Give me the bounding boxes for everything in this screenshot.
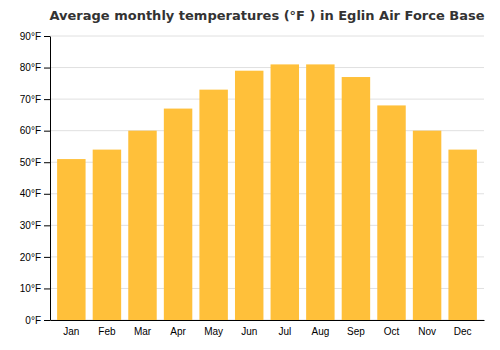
plot-area	[57, 64, 477, 320]
y-tick-mark	[44, 288, 50, 289]
x-tick-label: Feb	[98, 326, 116, 337]
y-tick-mark	[44, 162, 50, 163]
y-tick-label: 40°F	[20, 188, 41, 199]
y-tick: 30°F	[20, 220, 50, 231]
y-tick-label: 0°F	[25, 315, 41, 326]
x-tick-label: Oct	[384, 326, 400, 337]
y-tick-label: 90°F	[20, 31, 41, 42]
y-axis: 0°F 10°F 20°F 30°F 40°F 50°F 60°F 70°F 80°F 90°F	[20, 31, 51, 326]
x-tick: Jan	[63, 320, 79, 337]
bar	[128, 131, 156, 320]
x-tick: Nov	[418, 320, 436, 337]
x-tick: Dec	[454, 320, 472, 337]
grid-line	[50, 99, 484, 100]
x-tick: Sep	[347, 320, 365, 337]
x-tick-label: Nov	[418, 326, 436, 337]
chart-svg: Average monthly temperatures (°F ) in Eg…	[0, 0, 500, 350]
grid-line	[50, 67, 484, 68]
y-tick-mark	[44, 131, 50, 132]
bar	[342, 77, 370, 320]
y-tick-mark	[44, 99, 50, 100]
y-tick-label: 10°F	[20, 283, 41, 294]
bar	[448, 150, 476, 320]
x-tick: Feb	[98, 320, 116, 337]
x-tick: Aug	[311, 320, 329, 337]
x-tick: Apr	[170, 320, 186, 337]
y-tick: 40°F	[20, 188, 50, 199]
x-axis: Jan Feb Mar Apr May Jun Jul Aug Sep Oct Nov Dec	[51, 320, 485, 337]
x-tick-label: Apr	[170, 326, 186, 337]
y-tick: 10°F	[20, 283, 50, 294]
bar	[57, 159, 85, 320]
x-tick: May	[204, 320, 223, 337]
y-tick: 20°F	[20, 252, 50, 263]
y-tick-mark	[44, 257, 50, 258]
y-tick: 60°F	[20, 125, 50, 136]
y-axis-line	[50, 37, 51, 321]
x-tick: Jun	[241, 320, 257, 337]
y-tick: 0°F	[25, 315, 50, 326]
y-tick-label: 60°F	[20, 125, 41, 136]
x-tick: Jul	[278, 320, 291, 337]
bar	[271, 64, 299, 320]
chart-container: Average monthly temperatures (°F ) in Eg…	[0, 0, 500, 350]
bar	[306, 64, 334, 320]
x-tick-label: Mar	[134, 326, 152, 337]
x-tick-label: Jul	[278, 326, 291, 337]
y-tick-label: 50°F	[20, 157, 41, 168]
bar	[164, 109, 192, 320]
grid-line	[50, 36, 484, 37]
bar	[377, 105, 405, 320]
x-axis-line	[51, 320, 485, 321]
x-tick-label: Sep	[347, 326, 365, 337]
bar	[413, 131, 441, 320]
x-tick: Mar	[134, 320, 152, 337]
x-tick-label: May	[204, 326, 223, 337]
y-tick-label: 80°F	[20, 62, 41, 73]
y-tick: 50°F	[20, 157, 50, 168]
y-tick-mark	[44, 225, 50, 226]
y-tick-label: 70°F	[20, 94, 41, 105]
x-tick: Oct	[384, 320, 400, 337]
y-tick-label: 30°F	[20, 220, 41, 231]
grid	[50, 36, 484, 320]
y-tick-label: 20°F	[20, 252, 41, 263]
y-tick-mark	[44, 320, 50, 321]
bar	[199, 90, 227, 320]
bar	[93, 150, 121, 320]
x-tick-label: Aug	[311, 326, 329, 337]
title: Average monthly temperatures (°F ) in Eg…	[49, 8, 484, 23]
x-tick-label: Dec	[454, 326, 472, 337]
x-tick-label: Jun	[241, 326, 257, 337]
y-tick-mark	[44, 68, 50, 69]
x-tick-label: Jan	[63, 326, 79, 337]
bar	[235, 71, 263, 320]
y-tick: 70°F	[20, 94, 50, 105]
y-tick-mark	[44, 36, 50, 37]
y-tick: 90°F	[20, 31, 50, 42]
y-tick: 80°F	[20, 62, 50, 73]
y-tick-mark	[44, 194, 50, 195]
